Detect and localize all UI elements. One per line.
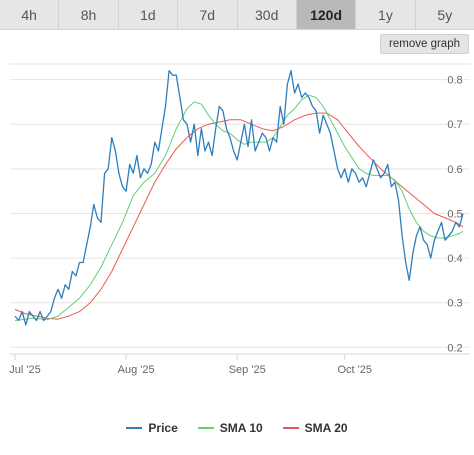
legend-swatch-price	[126, 427, 143, 429]
y-tick-label: 0.5	[447, 208, 462, 220]
x-tick-label: Oct '25	[337, 364, 372, 376]
legend-item-price[interactable]: Price	[126, 421, 178, 435]
x-tick-label: Sep '25	[229, 364, 266, 376]
series-line-sma-20	[14, 112, 464, 320]
remove-graph-button[interactable]: remove graph	[380, 34, 469, 54]
series-lines	[14, 70, 464, 326]
tab-1y[interactable]: 1y	[356, 0, 416, 29]
tab-120d[interactable]: 120d	[296, 0, 357, 29]
tab-30d[interactable]: 30d	[238, 0, 297, 29]
y-tick-label: 0.2	[447, 342, 462, 354]
chart-legend: Price SMA 10 SMA 20	[0, 418, 474, 438]
legend-label-sma10: SMA 10	[219, 421, 263, 435]
legend-swatch-sma10	[197, 427, 214, 429]
timeframe-tabs: 4h 8h 1d 7d 30d 120d 1y 5y	[0, 0, 474, 30]
y-tick-label: 0.3	[447, 298, 462, 310]
legend-swatch-sma20	[282, 427, 299, 429]
grid-lines	[10, 63, 470, 360]
tab-7d[interactable]: 7d	[178, 0, 238, 29]
series-line-sma-10	[14, 94, 464, 321]
series-line-price	[14, 70, 464, 326]
y-tick-label: 0.6	[447, 164, 462, 176]
legend-item-sma10[interactable]: SMA 10	[197, 421, 263, 435]
y-tick-label: 0.8	[447, 75, 462, 87]
tab-5y[interactable]: 5y	[437, 6, 453, 23]
y-tick-label: 0.4	[447, 253, 462, 265]
legend-label-sma20: SMA 20	[304, 421, 348, 435]
legend-item-sma20[interactable]: SMA 20	[282, 421, 348, 435]
x-tick-label: Aug '25	[118, 364, 155, 376]
tab-4h[interactable]: 4h	[0, 0, 60, 29]
tab-8h[interactable]: 8h	[59, 0, 119, 29]
legend-label-price: Price	[148, 421, 178, 435]
x-tick-label: Jul '25	[9, 364, 40, 376]
axis-labels: 0.2 0.3 0.4 0.5 0.6 0.7 0.8 Jul '25 Aug '25 Sep '…	[9, 75, 462, 376]
y-tick-label: 0.7	[447, 119, 462, 131]
tab-1d[interactable]: 1d	[119, 0, 179, 29]
